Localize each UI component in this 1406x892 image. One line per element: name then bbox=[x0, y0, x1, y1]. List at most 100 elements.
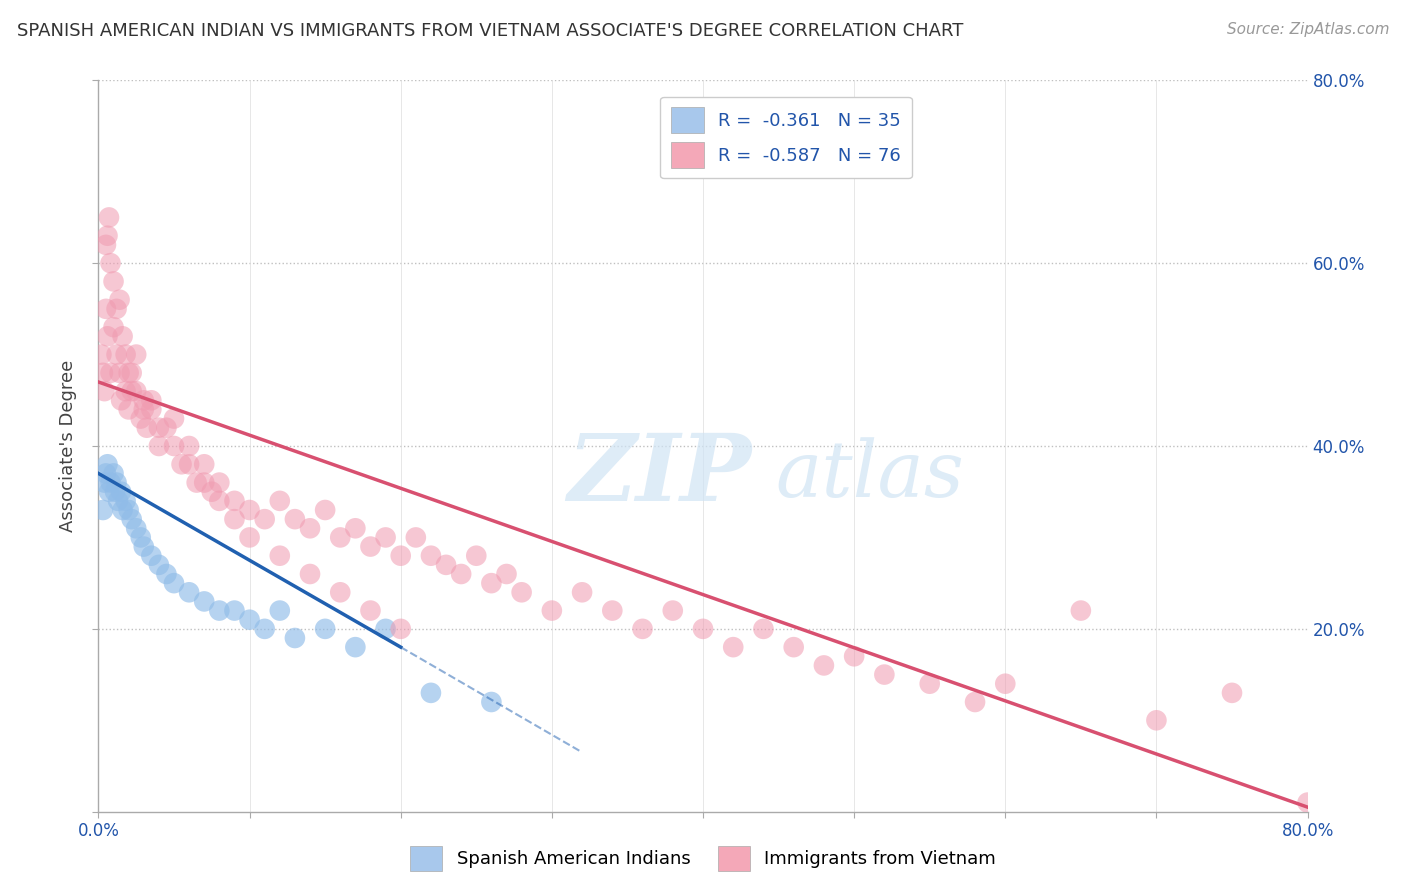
Point bbox=[103, 274, 125, 288]
Point bbox=[125, 384, 148, 398]
Point bbox=[170, 457, 193, 471]
Point bbox=[420, 686, 443, 700]
Point bbox=[193, 594, 215, 608]
Point bbox=[602, 603, 624, 617]
Point bbox=[90, 347, 112, 362]
Point bbox=[91, 366, 114, 380]
Point bbox=[110, 484, 132, 499]
Point bbox=[148, 558, 170, 572]
Point bbox=[148, 421, 170, 435]
Point bbox=[420, 549, 443, 563]
Point bbox=[93, 384, 115, 398]
Point bbox=[510, 585, 533, 599]
Point bbox=[661, 603, 683, 617]
Point bbox=[141, 393, 163, 408]
Point bbox=[571, 585, 593, 599]
Point bbox=[208, 475, 231, 490]
Point bbox=[179, 457, 201, 471]
Point bbox=[110, 393, 132, 408]
Point bbox=[844, 649, 866, 664]
Point bbox=[125, 347, 148, 362]
Point bbox=[389, 622, 412, 636]
Point bbox=[783, 640, 806, 655]
Point bbox=[1296, 796, 1319, 810]
Point bbox=[107, 494, 129, 508]
Point bbox=[253, 512, 276, 526]
Point bbox=[132, 393, 155, 408]
Point bbox=[114, 347, 136, 362]
Point bbox=[269, 603, 291, 617]
Point bbox=[108, 366, 131, 380]
Legend: Spanish American Indians, Immigrants from Vietnam: Spanish American Indians, Immigrants fro… bbox=[402, 838, 1004, 879]
Point bbox=[239, 503, 262, 517]
Point bbox=[98, 484, 121, 499]
Text: ZIP: ZIP bbox=[567, 430, 751, 520]
Point bbox=[163, 576, 186, 591]
Text: atlas: atlas bbox=[776, 437, 965, 514]
Point bbox=[540, 603, 562, 617]
Point bbox=[269, 549, 291, 563]
Point bbox=[965, 695, 987, 709]
Point bbox=[108, 293, 131, 307]
Point bbox=[344, 640, 367, 655]
Point bbox=[91, 503, 114, 517]
Point bbox=[100, 366, 122, 380]
Point bbox=[434, 558, 457, 572]
Point bbox=[723, 640, 745, 655]
Point bbox=[201, 484, 224, 499]
Point bbox=[224, 512, 246, 526]
Point bbox=[329, 530, 352, 544]
Point bbox=[105, 347, 128, 362]
Point bbox=[118, 366, 141, 380]
Point bbox=[284, 512, 307, 526]
Point bbox=[132, 540, 155, 554]
Point bbox=[103, 467, 125, 481]
Point bbox=[118, 402, 141, 417]
Point bbox=[135, 421, 157, 435]
Point bbox=[121, 366, 143, 380]
Point bbox=[299, 521, 322, 535]
Point bbox=[105, 475, 128, 490]
Point bbox=[405, 530, 427, 544]
Point bbox=[179, 585, 201, 599]
Point bbox=[1146, 714, 1168, 728]
Point bbox=[193, 475, 215, 490]
Point bbox=[103, 320, 125, 334]
Text: Source: ZipAtlas.com: Source: ZipAtlas.com bbox=[1226, 22, 1389, 37]
Legend: R =  -0.361   N = 35, R =  -0.587   N = 76: R = -0.361 N = 35, R = -0.587 N = 76 bbox=[661, 96, 911, 178]
Point bbox=[94, 238, 117, 252]
Point bbox=[253, 622, 276, 636]
Point bbox=[360, 540, 382, 554]
Point bbox=[360, 603, 382, 617]
Point bbox=[129, 530, 152, 544]
Point bbox=[186, 475, 208, 490]
Point bbox=[481, 576, 503, 591]
Point bbox=[314, 622, 336, 636]
Point bbox=[121, 512, 143, 526]
Point bbox=[155, 567, 177, 582]
Point bbox=[111, 329, 134, 343]
Point bbox=[208, 494, 231, 508]
Point bbox=[269, 494, 291, 508]
Point bbox=[692, 622, 714, 636]
Point bbox=[132, 402, 155, 417]
Point bbox=[105, 301, 128, 316]
Point bbox=[94, 301, 117, 316]
Point bbox=[314, 503, 336, 517]
Point bbox=[450, 567, 472, 582]
Point bbox=[100, 256, 122, 270]
Point bbox=[141, 549, 163, 563]
Point bbox=[994, 676, 1017, 690]
Point bbox=[121, 384, 143, 398]
Text: SPANISH AMERICAN INDIAN VS IMMIGRANTS FROM VIETNAM ASSOCIATE'S DEGREE CORRELATIO: SPANISH AMERICAN INDIAN VS IMMIGRANTS FR… bbox=[17, 22, 963, 40]
Point bbox=[752, 622, 775, 636]
Point bbox=[389, 549, 412, 563]
Point bbox=[374, 622, 396, 636]
Point bbox=[193, 457, 215, 471]
Point bbox=[96, 228, 118, 243]
Point bbox=[111, 503, 134, 517]
Point bbox=[125, 521, 148, 535]
Point bbox=[93, 475, 115, 490]
Point bbox=[98, 211, 121, 225]
Point bbox=[344, 521, 367, 535]
